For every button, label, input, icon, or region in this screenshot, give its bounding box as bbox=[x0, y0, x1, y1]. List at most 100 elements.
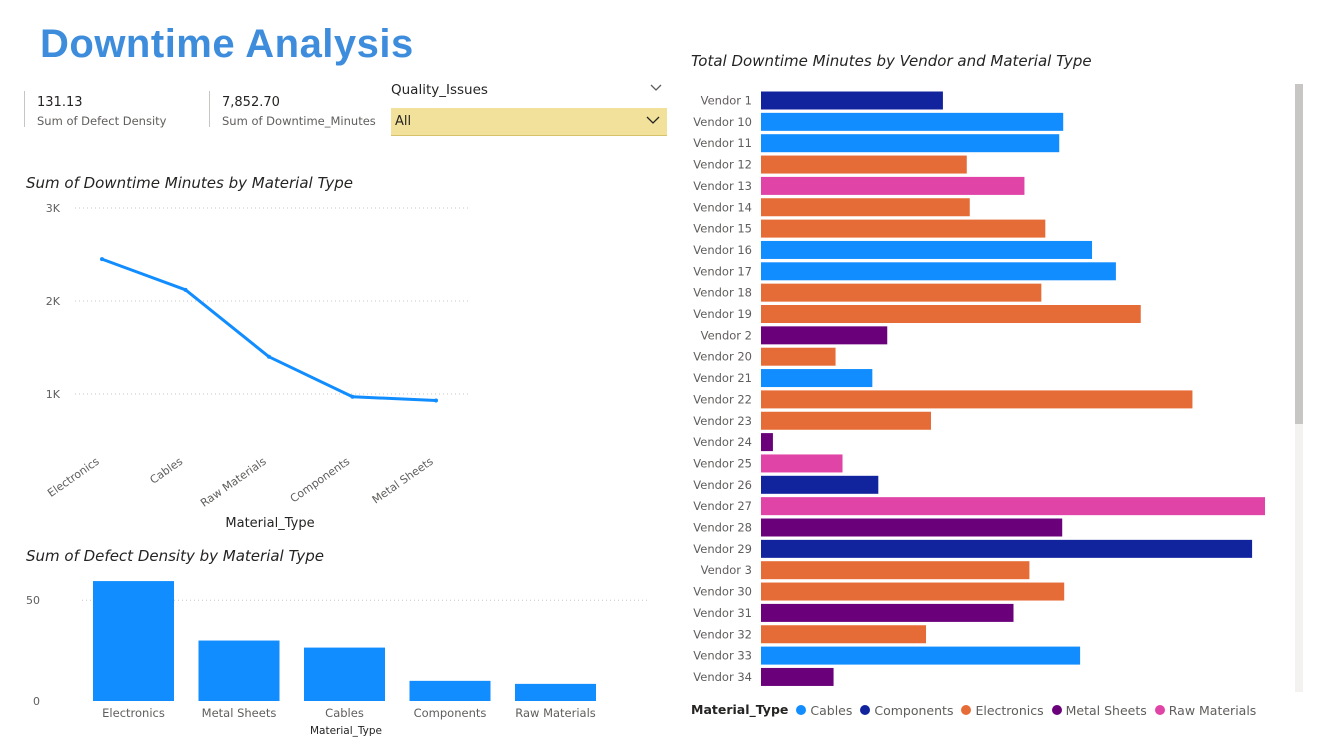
legend-dot-icon bbox=[860, 705, 871, 715]
legend-label: Metal Sheets bbox=[1065, 702, 1147, 718]
legend-item[interactable]: Electronics bbox=[961, 702, 1044, 718]
x-tick-label: Electronics bbox=[102, 706, 165, 720]
x-tick-label: Metal Sheets bbox=[370, 455, 436, 507]
line-point[interactable] bbox=[434, 398, 438, 403]
vendor-bar[interactable] bbox=[761, 646, 1081, 665]
defect-density-card: 131.13 Sum of Defect Density bbox=[24, 91, 167, 128]
y-tick-label: 50 bbox=[26, 594, 40, 607]
column-bar[interactable] bbox=[304, 647, 385, 701]
vendor-label: Vendor 32 bbox=[693, 627, 752, 641]
line-series-downtime[interactable] bbox=[101, 257, 437, 403]
legend-dot-icon bbox=[1154, 705, 1165, 715]
vendor-label: Vendor 16 bbox=[693, 243, 752, 257]
vendor-label: Vendor 27 bbox=[693, 499, 752, 513]
legend-items: Cables Components Electronics Metal Sheets R… bbox=[788, 700, 1256, 719]
defect-density-value: 131.13 bbox=[37, 95, 83, 110]
vendor-label: Vendor 2 bbox=[701, 328, 752, 342]
vendor-label: Vendor 22 bbox=[693, 392, 752, 406]
vendor-bar[interactable] bbox=[761, 582, 1065, 601]
legend-label: Components bbox=[874, 702, 954, 718]
vendor-label: Vendor 18 bbox=[693, 286, 752, 300]
column-chart: 0 50 Electronics Metal Sheets Cables Componen… bbox=[26, 581, 650, 737]
vendor-bar[interactable] bbox=[761, 369, 873, 388]
x-tick-label: Components bbox=[414, 706, 487, 720]
vendor-bar[interactable] bbox=[761, 454, 843, 473]
bar-chart-title: Sum of Defect Density by Material Type bbox=[26, 547, 324, 565]
vendor-bar[interactable] bbox=[761, 240, 1093, 259]
vendor-bar[interactable] bbox=[761, 134, 1060, 153]
vendor-label: Vendor 25 bbox=[693, 456, 752, 470]
vendor-chart-scrollbar[interactable] bbox=[1295, 84, 1303, 692]
chevron-down-icon[interactable] bbox=[648, 80, 664, 96]
x-tick-label: Raw Materials bbox=[198, 455, 269, 510]
vendor-bar[interactable] bbox=[761, 625, 927, 644]
vendor-bar[interactable] bbox=[761, 262, 1116, 281]
page-title: Downtime Analysis bbox=[40, 22, 414, 66]
x-tick-label: Components bbox=[288, 455, 353, 506]
vendor-bar[interactable] bbox=[761, 667, 834, 686]
vendor-bar[interactable] bbox=[761, 91, 943, 110]
legend-item[interactable]: Raw Materials bbox=[1154, 702, 1257, 718]
vendor-bar[interactable] bbox=[761, 219, 1046, 238]
scrollbar-thumb[interactable] bbox=[1295, 84, 1303, 424]
column-bar[interactable] bbox=[93, 581, 174, 701]
vendor-label: Vendor 26 bbox=[693, 478, 752, 492]
downtime-minutes-label: Sum of Downtime_Minutes bbox=[222, 114, 376, 128]
vendor-bar[interactable] bbox=[761, 433, 773, 452]
legend-label: Electronics bbox=[975, 702, 1044, 718]
legend-item[interactable]: Metal Sheets bbox=[1051, 702, 1147, 718]
vendor-bar[interactable] bbox=[761, 326, 888, 345]
vendor-label: Vendor 33 bbox=[693, 649, 752, 663]
column-bar[interactable] bbox=[198, 640, 280, 701]
vendor-label: Vendor 12 bbox=[693, 158, 752, 172]
vendor-label: Vendor 34 bbox=[693, 670, 752, 684]
vendor-bar[interactable] bbox=[761, 347, 836, 366]
vendor-bar[interactable] bbox=[761, 518, 1063, 537]
vendor-label: Vendor 23 bbox=[693, 414, 752, 428]
vendor-bar[interactable] bbox=[761, 305, 1141, 323]
vendor-label: Vendor 3 bbox=[701, 563, 752, 577]
vendor-bar[interactable] bbox=[761, 497, 1266, 516]
legend-dot-icon bbox=[961, 705, 972, 715]
legend-label: Raw Materials bbox=[1168, 702, 1257, 718]
vendor-label: Vendor 21 bbox=[693, 371, 752, 385]
x-axis-title: Material_Type bbox=[310, 725, 382, 737]
vendor-bar[interactable] bbox=[761, 283, 1042, 302]
legend-dot-icon bbox=[796, 705, 807, 715]
column-bar[interactable] bbox=[409, 680, 491, 701]
vendor-bar[interactable] bbox=[761, 603, 1014, 622]
line-point[interactable] bbox=[183, 287, 188, 292]
vendor-bar[interactable] bbox=[761, 112, 1064, 131]
legend-title: Material_Type bbox=[691, 702, 789, 717]
vendor-label: Vendor 13 bbox=[693, 179, 752, 193]
line-point[interactable] bbox=[267, 354, 271, 359]
line-point[interactable] bbox=[350, 394, 355, 399]
vendor-label: Vendor 29 bbox=[693, 542, 752, 556]
y-tick-label: 3K bbox=[46, 202, 61, 215]
x-tick-label: Electronics bbox=[45, 455, 102, 500]
quality-issues-dropdown[interactable]: All bbox=[391, 108, 667, 136]
vendor-bar[interactable] bbox=[761, 176, 1025, 195]
vendor-bar[interactable] bbox=[761, 390, 1193, 409]
vendor-bar[interactable] bbox=[761, 561, 1030, 580]
vendor-bar[interactable] bbox=[761, 539, 1253, 558]
legend-dot-icon bbox=[1051, 705, 1062, 715]
legend-item[interactable]: Components bbox=[860, 703, 953, 718]
vendor-bar[interactable] bbox=[761, 155, 967, 174]
x-tick-label: Metal Sheets bbox=[202, 706, 277, 720]
downtime-minutes-card: 7,852.70 Sum of Downtime_Minutes bbox=[209, 91, 376, 128]
vendor-label: Vendor 14 bbox=[693, 200, 752, 214]
line-chart: 1K 2K 3K Electronics Cables Raw Materials Comp… bbox=[45, 202, 470, 531]
vendor-bar[interactable] bbox=[761, 475, 879, 494]
x-tick-label: Cables bbox=[147, 455, 185, 487]
defect-density-label: Sum of Defect Density bbox=[37, 114, 167, 128]
y-tick-label: 2K bbox=[46, 295, 61, 308]
column-bar[interactable] bbox=[515, 683, 596, 701]
legend-item[interactable]: Cables bbox=[796, 703, 852, 718]
vendor-chart-title: Total Downtime Minutes by Vendor and Mat… bbox=[691, 52, 1092, 70]
vendor-bar[interactable] bbox=[761, 411, 931, 430]
vendor-label: Vendor 24 bbox=[693, 435, 752, 449]
line-point[interactable] bbox=[100, 257, 104, 262]
legend: Material_Type Cables Components Electronic… bbox=[691, 700, 1256, 719]
vendor-bar[interactable] bbox=[761, 198, 970, 217]
